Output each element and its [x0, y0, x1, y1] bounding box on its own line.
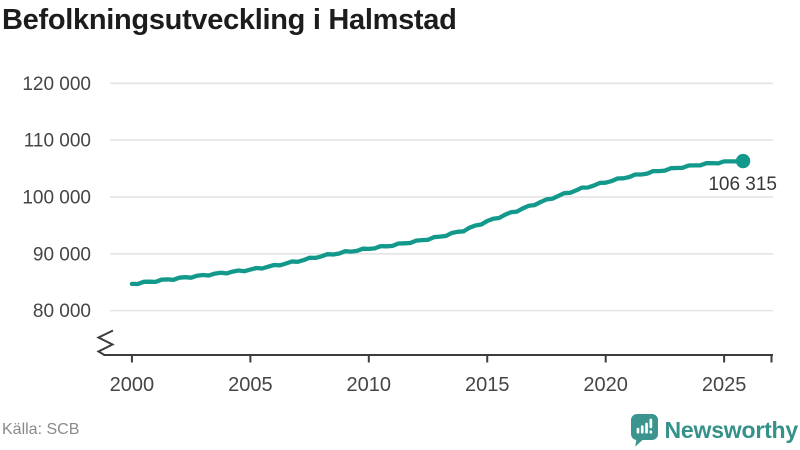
- x-tick-label: 2020: [583, 374, 628, 396]
- x-tick-label: 2005: [228, 374, 273, 396]
- bar-chart-icon: [636, 418, 652, 434]
- newsworthy-wordmark: Newsworthy: [664, 416, 799, 443]
- y-tick-label: 110 000: [24, 131, 91, 152]
- latest-point-marker: [735, 153, 751, 169]
- chart-title: Befolkningsutveckling i Halmstad: [2, 4, 457, 36]
- y-tick-label: 120 000: [22, 74, 91, 95]
- population-line: [129, 158, 746, 287]
- x-tick-label: 2010: [347, 374, 392, 396]
- newsworthy-logo[interactable]: Newsworthy: [630, 411, 799, 449]
- latest-value-label: 106 315: [708, 174, 777, 195]
- x-tick-label: 2025: [702, 374, 747, 396]
- y-tick-label: 90 000: [33, 244, 91, 265]
- newsworthy-bubble-icon: [630, 413, 658, 447]
- axis-break-icon: [96, 329, 115, 356]
- y-tick-label: 80 000: [33, 301, 91, 322]
- x-tick-label: 2000: [110, 374, 155, 396]
- source-caption: Källa: SCB: [2, 421, 80, 438]
- y-tick-label: 100 000: [22, 187, 91, 208]
- x-tick-label: 2015: [465, 374, 510, 396]
